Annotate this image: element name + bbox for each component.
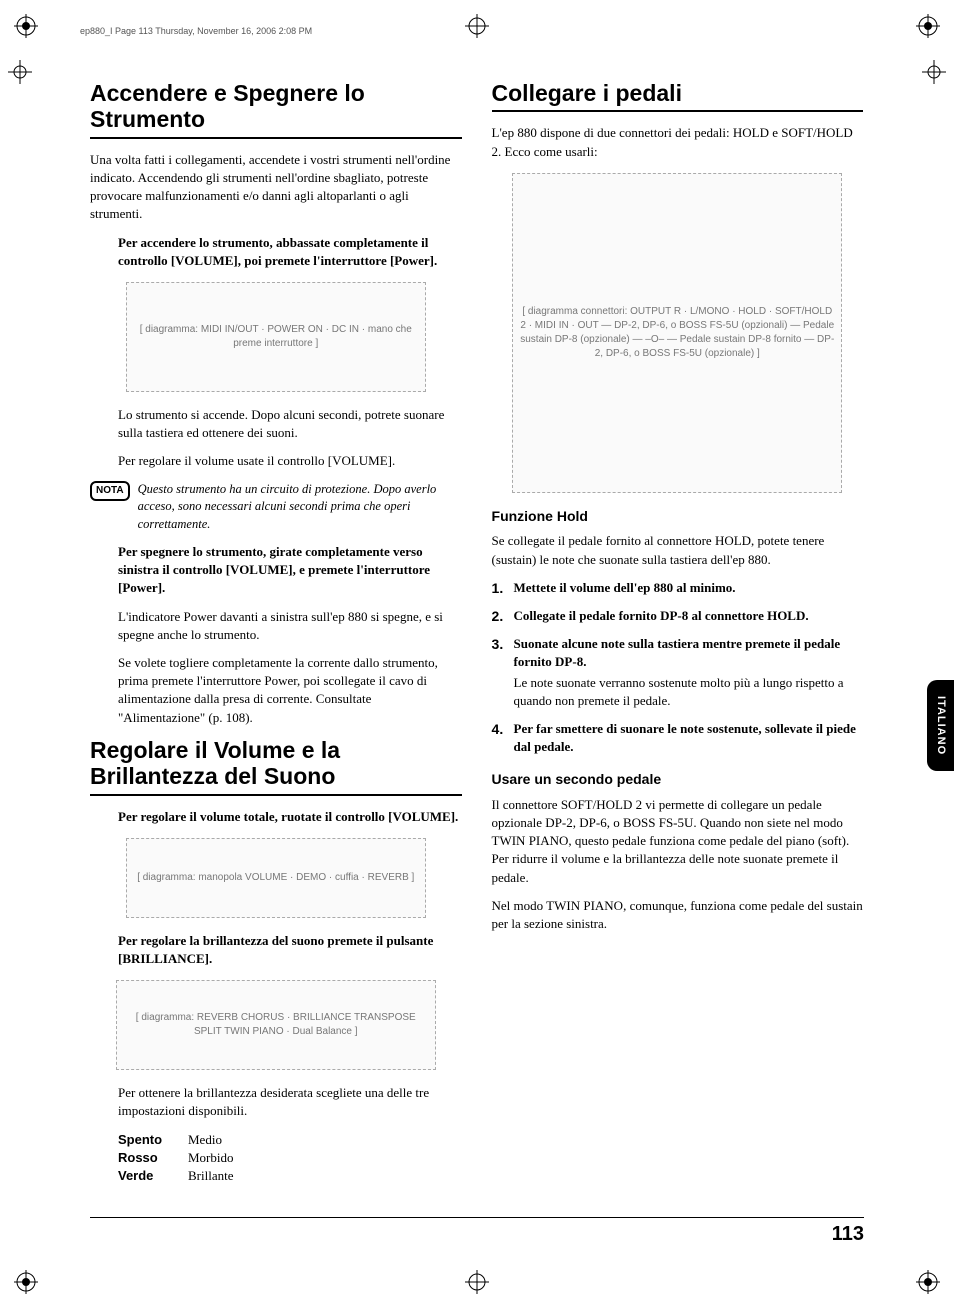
para-hold-intro: Se collegate il pedale fornito al connet…: [492, 532, 864, 568]
nota-text: Questo strumento ha un circuito di prote…: [138, 481, 462, 534]
para-corrente: Se volete togliere completamente la corr…: [118, 654, 462, 727]
figure-brilliance-placeholder: [ diagramma: REVERB CHORUS · BRILLIANCE …: [116, 980, 436, 1070]
language-tab: ITALIANO: [927, 680, 954, 771]
bril-key-verde: Verde: [118, 1167, 174, 1185]
para-intro: Una volta fatti i collegamenti, accendet…: [90, 151, 462, 224]
table-row: Spento Medio: [118, 1131, 462, 1149]
footer-rule: [90, 1217, 864, 1218]
figure-volume-placeholder: [ diagramma: manopola VOLUME · DEMO · cu…: [126, 838, 426, 918]
registration-mark-icon: [14, 1270, 38, 1294]
list-item: Suonate alcune note sulla tastiera mentr…: [492, 635, 864, 710]
step-3-text: Suonate alcune note sulla tastiera mentr…: [514, 636, 841, 669]
para-brilliance-instr: Per regolare la brillantezza del suono p…: [118, 932, 462, 968]
brilliance-table: Spento Medio Rosso Morbido Verde Brillan…: [118, 1131, 462, 1186]
content-columns: Accendere e Spegnere lo Strumento Una vo…: [90, 80, 864, 1185]
figure-volume: [ diagramma: manopola VOLUME · DEMO · cu…: [90, 838, 462, 918]
left-column: Accendere e Spegnere lo Strumento Una vo…: [90, 80, 462, 1185]
step-3-subtext: Le note suonate verranno sostenute molto…: [514, 674, 864, 710]
table-row: Rosso Morbido: [118, 1149, 462, 1167]
subheading-secondo-pedale: Usare un secondo pedale: [492, 770, 864, 790]
para-secondo-1: Il connettore SOFT/HOLD 2 vi permette di…: [492, 796, 864, 887]
step-2-text: Collegate il pedale fornito DP-8 al conn…: [514, 608, 809, 623]
figure-power-on-placeholder: [ diagramma: MIDI IN/OUT · POWER ON · DC…: [126, 282, 426, 392]
header-meta: ep880_I Page 113 Thursday, November 16, …: [80, 25, 312, 38]
page-number: 113: [832, 1220, 864, 1248]
heading-accendere: Accendere e Spegnere lo Strumento: [90, 80, 462, 139]
page: ep880_I Page 113 Thursday, November 16, …: [0, 0, 954, 1308]
para-power-on-instr: Per accendere lo strumento, abbassate co…: [118, 234, 462, 270]
para-accende: Lo strumento si accende. Dopo alcuni sec…: [118, 406, 462, 442]
crop-mark-icon: [8, 60, 32, 84]
registration-mark-icon: [916, 1270, 940, 1294]
figure-pedali: [ diagramma connettori: OUTPUT R · L/MON…: [492, 173, 864, 493]
heading-regolare: Regolare il Volume e la Brillantezza del…: [90, 737, 462, 796]
para-power-off-instr: Per spegnere lo strumento, girate comple…: [118, 543, 462, 598]
figure-brilliance: [ diagramma: REVERB CHORUS · BRILLIANCE …: [90, 980, 462, 1070]
bril-key-rosso: Rosso: [118, 1149, 174, 1167]
registration-mark-icon: [14, 14, 38, 38]
bril-val-morbido: Morbido: [188, 1149, 234, 1167]
para-brilliance-tre: Per ottenere la brillantezza desiderata …: [118, 1084, 462, 1120]
bril-val-medio: Medio: [188, 1131, 222, 1149]
registration-mark-icon: [465, 1270, 489, 1294]
para-pedali-intro: L'ep 880 dispone di due connettori dei p…: [492, 124, 864, 160]
subheading-hold: Funzione Hold: [492, 507, 864, 527]
list-item: Mettete il volume dell'ep 880 al minimo.: [492, 579, 864, 597]
figure-power-on: [ diagramma: MIDI IN/OUT · POWER ON · DC…: [90, 282, 462, 392]
list-item: Per far smettere di suonare le note sost…: [492, 720, 864, 756]
para-secondo-2: Nel modo TWIN PIANO, comunque, funziona …: [492, 897, 864, 933]
registration-mark-icon: [916, 14, 940, 38]
nota-badge: NOTA: [90, 481, 130, 501]
step-4-text: Per far smettere di suonare le note sost…: [514, 721, 856, 754]
figure-pedali-placeholder: [ diagramma connettori: OUTPUT R · L/MON…: [512, 173, 842, 493]
para-indicatore: L'indicatore Power davanti a sinistra su…: [118, 608, 462, 644]
bril-val-brillante: Brillante: [188, 1167, 234, 1185]
crop-mark-icon: [922, 60, 946, 84]
registration-mark-icon: [465, 14, 489, 38]
bril-key-spento: Spento: [118, 1131, 174, 1149]
step-1-text: Mettete il volume dell'ep 880 al minimo.: [514, 580, 736, 595]
right-column: Collegare i pedali L'ep 880 dispone di d…: [492, 80, 864, 1185]
list-item: Collegate il pedale fornito DP-8 al conn…: [492, 607, 864, 625]
hold-steps: Mettete il volume dell'ep 880 al minimo.…: [492, 579, 864, 757]
para-volume-reg: Per regolare il volume usate il controll…: [118, 452, 462, 470]
table-row: Verde Brillante: [118, 1167, 462, 1185]
heading-collegare: Collegare i pedali: [492, 80, 864, 112]
para-volume-instr: Per regolare il volume totale, ruotate i…: [118, 808, 462, 826]
nota-block: NOTA Questo strumento ha un circuito di …: [90, 481, 462, 534]
